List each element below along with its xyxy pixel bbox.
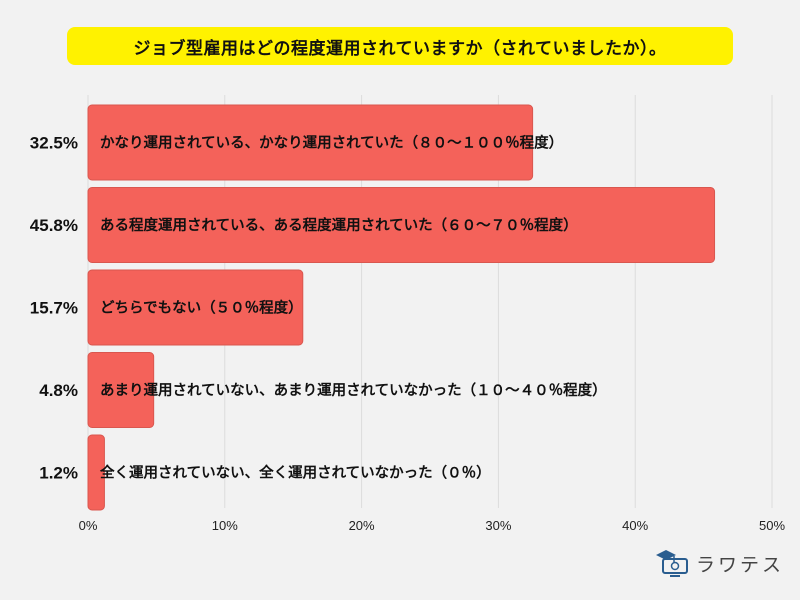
bar — [87, 187, 716, 263]
category-label: ある程度運用されている、ある程度運用されていた（６０～７０％程度） — [100, 216, 578, 234]
x-tick-label: 20% — [349, 518, 375, 533]
value-label: 4.8% — [39, 381, 78, 400]
brand-logo: ラワテス — [654, 548, 784, 578]
category-label: あまり運用されていない、あまり運用されていなかった（１０～４０％程度） — [100, 381, 607, 399]
value-label: 15.7% — [30, 299, 78, 318]
x-tick-label: 0% — [79, 518, 98, 533]
value-label: 32.5% — [30, 134, 78, 153]
category-label: 全く運用されていない、全く運用されていなかった（０％） — [99, 464, 491, 482]
x-tick-label: 40% — [622, 518, 648, 533]
value-label: 45.8% — [30, 216, 78, 235]
bar — [87, 269, 304, 346]
category-label: かなり運用されている、かなり運用されていた（８０～１００％程度） — [100, 134, 563, 152]
brand-name: ラワテス — [696, 553, 785, 576]
bar — [87, 352, 155, 428]
bars: かなり運用されている、かなり運用されていた（８０～１００％程度） ある程度運用され… — [87, 104, 716, 511]
bar — [87, 104, 534, 181]
value-labels: 32.5% 45.8% 15.7% 4.8% 1.2% — [30, 134, 78, 483]
x-tick-label: 50% — [759, 518, 785, 533]
category-label: どちらでもない（５０％程度） — [100, 299, 303, 317]
value-label: 1.2% — [39, 464, 78, 483]
graduation-monitor-icon — [656, 550, 688, 577]
x-axis-ticks: 0% 10% 20% 30% 40% 50% — [79, 518, 786, 533]
chart-title: ジョブ型雇用はどの程度運用されていますか（されていましたか）。 — [67, 27, 733, 65]
x-tick-label: 30% — [485, 518, 511, 533]
bar — [87, 434, 105, 511]
x-tick-label: 10% — [212, 518, 238, 533]
